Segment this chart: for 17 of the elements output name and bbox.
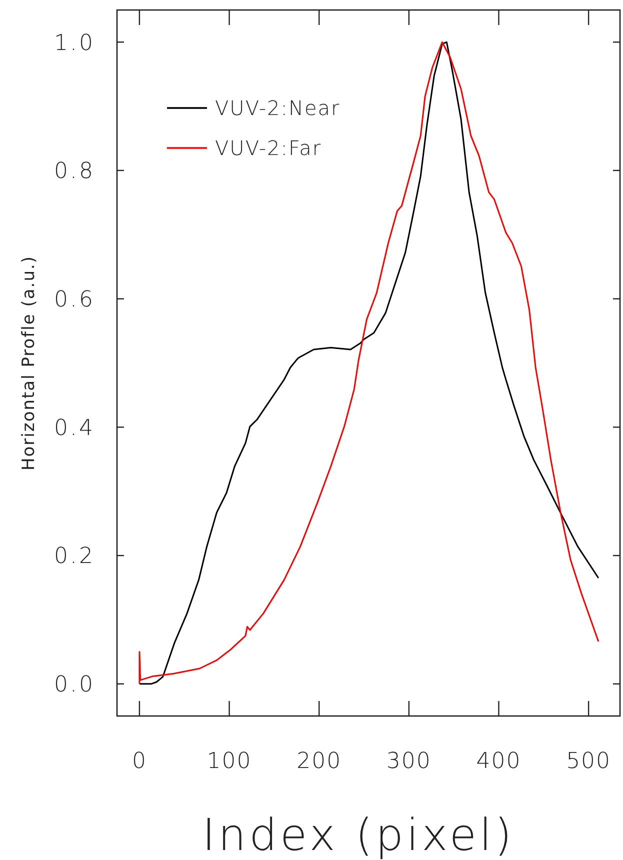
x-tick-label: 0 [132, 749, 147, 774]
y-tick-label: 0.6 [54, 288, 95, 313]
y-tick-label: 0.8 [54, 159, 95, 184]
line-series [138, 41, 600, 685]
x-tick-label: 500 [566, 749, 612, 774]
y-tick-label: 0.2 [54, 544, 95, 570]
y-tick-label: 1.0 [54, 30, 95, 56]
y-tick-label: 0.0 [54, 672, 95, 698]
x-tick-label: 300 [386, 749, 432, 774]
y-axis-title: Horizontal Profle (a.u.) [19, 255, 39, 471]
y-tick-label: 0.4 [54, 416, 95, 441]
legend-label: VUV-2:Far [215, 136, 322, 160]
x-tick-label: 100 [206, 749, 252, 774]
x-tick-label: 400 [476, 749, 522, 774]
x-tick-label: 200 [296, 749, 342, 774]
legend-label: VUV-2:Near [215, 96, 340, 120]
x-axis-title: Index (pixel) [202, 810, 515, 860]
